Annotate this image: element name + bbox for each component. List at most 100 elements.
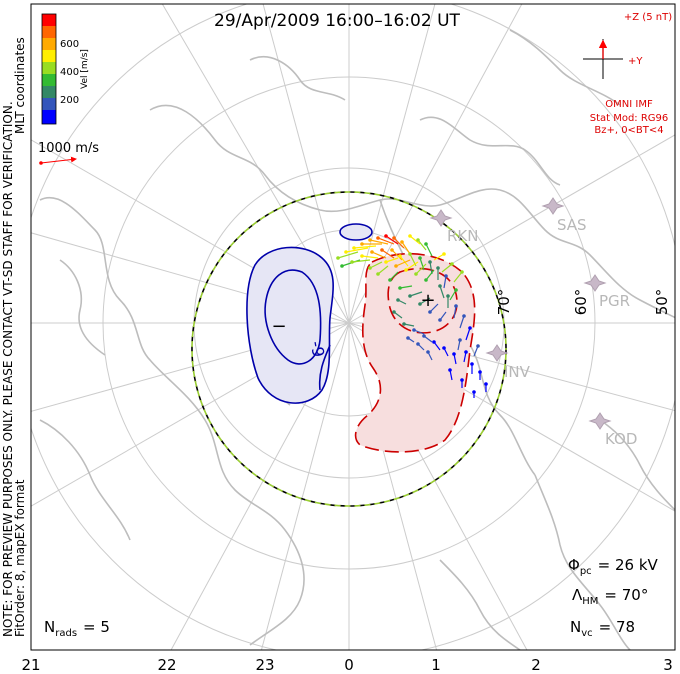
velocity-vector-origin: [424, 278, 428, 282]
negative-inner-contour: [264, 269, 322, 365]
imf-source: OMNI IMF: [605, 99, 653, 110]
velocity-vector-origin: [448, 368, 452, 372]
velocity-vector: [441, 263, 453, 273]
velocity-vector: [399, 255, 409, 267]
colorbar-tick-600: 600: [60, 39, 79, 50]
velocity-vector-origin: [428, 260, 432, 264]
velocity-vector-origin: [450, 262, 454, 266]
velocity-vector-origin: [468, 326, 472, 330]
velocity-vector-origin: [454, 288, 458, 292]
velocity-vector: [345, 247, 369, 253]
radar-markers: [429, 197, 612, 430]
velocity-vector: [361, 255, 379, 259]
velocity-vector-origin: [400, 240, 404, 244]
velocity-vector-origin: [402, 322, 406, 326]
velocity-vector: [449, 289, 457, 301]
negative-contour-label: -9: [307, 340, 328, 359]
velocity-vector-origin: [478, 370, 482, 374]
velocity-vector-origin: [418, 256, 422, 260]
mlt-label-1: 1: [431, 656, 441, 674]
mlt-label-23: 23: [255, 656, 274, 674]
velocity-vector-origin: [462, 314, 466, 318]
velocity-vector: [369, 261, 383, 269]
fit-order-note: FitOrder: 8, mapEX format: [13, 479, 27, 637]
nrads-stat: Nrads = 5: [44, 618, 110, 639]
velocity-vector-origin: [380, 248, 384, 252]
imf-clock: +Z (5 nT) +Y OMNI IMF Stat Mod: RG96 Bz+…: [583, 12, 672, 136]
velocity-scale: 1000 m/s: [38, 141, 99, 165]
velocity-vector: [401, 241, 411, 255]
velocity-vector: [425, 243, 433, 257]
velocity-vector: [415, 263, 427, 275]
velocity-vector-origin: [438, 318, 442, 322]
nvc-stat: Nvc = 78: [570, 618, 635, 639]
radar-label-inv: INV: [504, 363, 531, 381]
velocity-vector-origin: [470, 362, 474, 366]
velocity-vector-origin: [394, 264, 398, 268]
velocity-vector-origin: [442, 346, 446, 350]
velocity-vector-origin: [416, 342, 420, 346]
velocity-vector-origin: [344, 250, 348, 254]
radar-label-pgr: PGR: [599, 292, 630, 310]
velocity-vector: [381, 249, 395, 259]
coastlines: [39, 29, 675, 650]
velocity-vector-origin: [460, 270, 464, 274]
velocity-vector: [385, 257, 399, 263]
mlt-label-22: 22: [157, 656, 176, 674]
velocity-vector-origin: [384, 260, 388, 264]
velocity-vector-origin: [360, 254, 364, 258]
velocity-vector: [453, 271, 463, 283]
negative-potential-marker: −: [271, 316, 286, 337]
colorbar-tick-200: 200: [60, 95, 79, 106]
velocity-vector: [405, 261, 419, 271]
velocity-vector-origin: [472, 390, 476, 394]
velocity-vector-origin: [392, 310, 396, 314]
velocity-colorbar: 600 400 200 Vel [m/s]: [41, 13, 90, 125]
radar-icon-kod: [588, 412, 612, 430]
radar-icon-rkn: [429, 209, 453, 227]
velocity-vector: [395, 259, 411, 267]
preview-notice: NOTE: FOR PREVIEW PURPOSES ONLY. PLEASE …: [1, 101, 15, 637]
velocity-vector: [433, 253, 445, 261]
imf-model: Stat Mod: RG96: [590, 113, 669, 124]
velocity-vector: [409, 235, 421, 245]
velocity-vector: [353, 245, 377, 249]
velocity-vector-origin: [396, 298, 400, 302]
velocity-vector-origin: [426, 350, 430, 354]
radar-icon-inv: [485, 344, 509, 362]
velocity-scale-label: 1000 m/s: [38, 141, 99, 156]
lambda-hm-stat: ΛHM = 70°: [572, 586, 648, 607]
velocity-vector-origin: [376, 272, 380, 276]
velocity-vector-origin: [452, 352, 456, 356]
radar-label-sas: SAS: [557, 216, 587, 234]
velocity-vector-origin: [370, 250, 374, 254]
velocity-vector-origin: [484, 382, 488, 386]
velocity-vector: [377, 265, 389, 275]
colorbar-tick-400: 400: [60, 67, 79, 78]
velocity-vector-origin: [336, 256, 340, 260]
positive-inner-contour: [387, 267, 458, 334]
velocity-vector-origin: [422, 334, 426, 338]
velocity-vector-origin: [454, 304, 458, 308]
velocity-vector: [391, 249, 403, 261]
velocity-vector: [377, 237, 395, 245]
velocity-vector: [371, 251, 387, 259]
velocity-vector-origin: [398, 286, 402, 290]
velocity-vector-origin: [438, 284, 442, 288]
velocity-vector-origin: [376, 236, 380, 240]
velocity-vectors: [336, 234, 488, 398]
velocity-vector-origin: [360, 242, 364, 246]
negative-contour-9: [318, 344, 331, 391]
velocity-vector-origin: [352, 246, 356, 250]
radar-icon-pgr: [583, 274, 607, 292]
velocity-vector-origin: [464, 350, 468, 354]
velocity-vector-origin: [418, 302, 422, 306]
velocity-vector-origin: [404, 268, 408, 272]
velocity-vector: [443, 275, 447, 289]
velocity-vector: [453, 305, 457, 319]
velocity-vector-origin: [432, 340, 436, 344]
phi-pc-stat: Φpc = 26 kV: [568, 556, 659, 577]
velocity-vector-origin: [408, 252, 412, 256]
imf-condition: Bz+, 0<BT<4: [594, 125, 663, 136]
velocity-vector: [369, 239, 389, 245]
